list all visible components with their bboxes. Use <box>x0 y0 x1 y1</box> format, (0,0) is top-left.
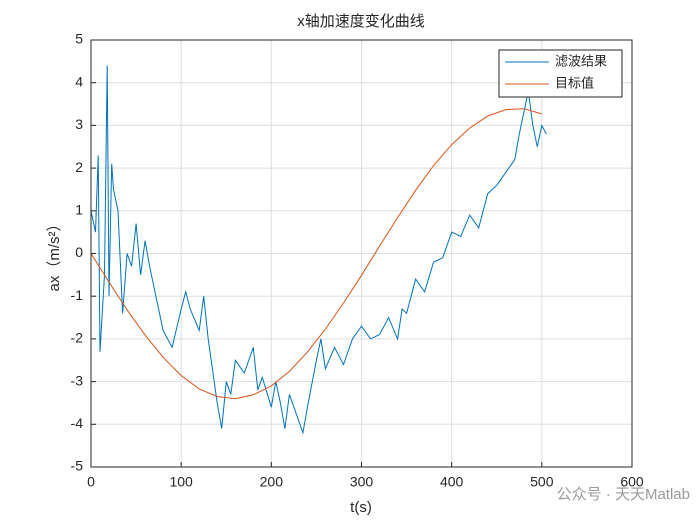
x-tick-label: 300 <box>350 474 374 490</box>
x-axis-label: t(s) <box>350 499 372 516</box>
x-tick-label: 200 <box>260 474 284 490</box>
watermark: 公众号 · 天天Matlab <box>557 486 690 503</box>
y-tick-label: -2 <box>71 330 84 346</box>
axes-box <box>90 39 633 468</box>
y-tick-label: 4 <box>75 73 83 89</box>
x-tick-label: 100 <box>169 474 193 490</box>
x-tick-label: 0 <box>87 474 95 490</box>
y-tick-label: 1 <box>75 202 83 218</box>
y-axis-label: ax（m/s²） <box>46 216 63 291</box>
y-tick-label: 0 <box>75 244 83 260</box>
x-tick-label: 600 <box>620 474 644 490</box>
y-tick-label: 5 <box>75 31 83 47</box>
chart-title: x轴加速度变化曲线 <box>297 13 425 30</box>
data-line <box>90 108 542 400</box>
legend-box <box>498 49 623 98</box>
x-tick-label: 400 <box>440 474 464 490</box>
y-tick-label: -4 <box>71 415 84 431</box>
y-tick-label: -1 <box>71 287 84 303</box>
y-tick-label: 3 <box>75 116 83 132</box>
y-tick-label: -3 <box>71 372 84 388</box>
x-tick-label: 500 <box>530 474 554 490</box>
data-line <box>90 65 547 435</box>
y-tick-label: -5 <box>71 458 84 474</box>
legend-label: 目标值 <box>555 75 594 90</box>
legend-label: 滤波结果 <box>555 53 607 68</box>
y-tick-label: 2 <box>75 159 83 175</box>
